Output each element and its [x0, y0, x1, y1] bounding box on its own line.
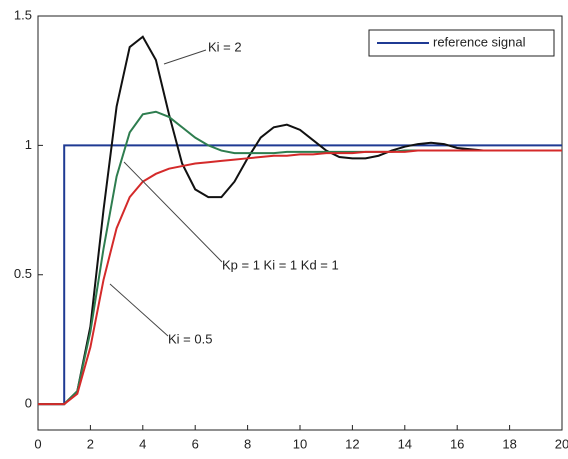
- y-tick-label: 1: [25, 137, 32, 152]
- y-tick-label: 0.5: [14, 266, 32, 281]
- annotation-pointer: [123, 161, 223, 263]
- x-tick-label: 10: [293, 436, 307, 451]
- plot-frame: [37, 15, 563, 431]
- x-tick-label: 0: [34, 436, 41, 451]
- y-tick-label: 1.5: [14, 7, 32, 22]
- x-tick-label: 14: [398, 436, 412, 451]
- annotation-pointer: [109, 283, 169, 337]
- x-tick-label: 4: [139, 436, 146, 451]
- x-tick-label: 6: [192, 436, 199, 451]
- annotation-pointer: [163, 49, 207, 65]
- x-tick-label: 2: [87, 436, 94, 451]
- x-tick-label: 8: [244, 436, 251, 451]
- annotation: Ki = 2: [208, 39, 242, 54]
- y-tick-label: 0: [25, 396, 32, 411]
- annotation: Ki = 0.5: [168, 331, 212, 346]
- annotation: Kp = 1 Ki = 1 Kd = 1: [222, 257, 339, 272]
- x-tick-label: 18: [502, 436, 516, 451]
- x-tick-label: 12: [345, 436, 359, 451]
- x-tick-label: 20: [555, 436, 568, 451]
- series-line: [38, 149, 562, 406]
- x-tick-label: 16: [450, 436, 464, 451]
- legend-label: reference signal: [433, 34, 526, 49]
